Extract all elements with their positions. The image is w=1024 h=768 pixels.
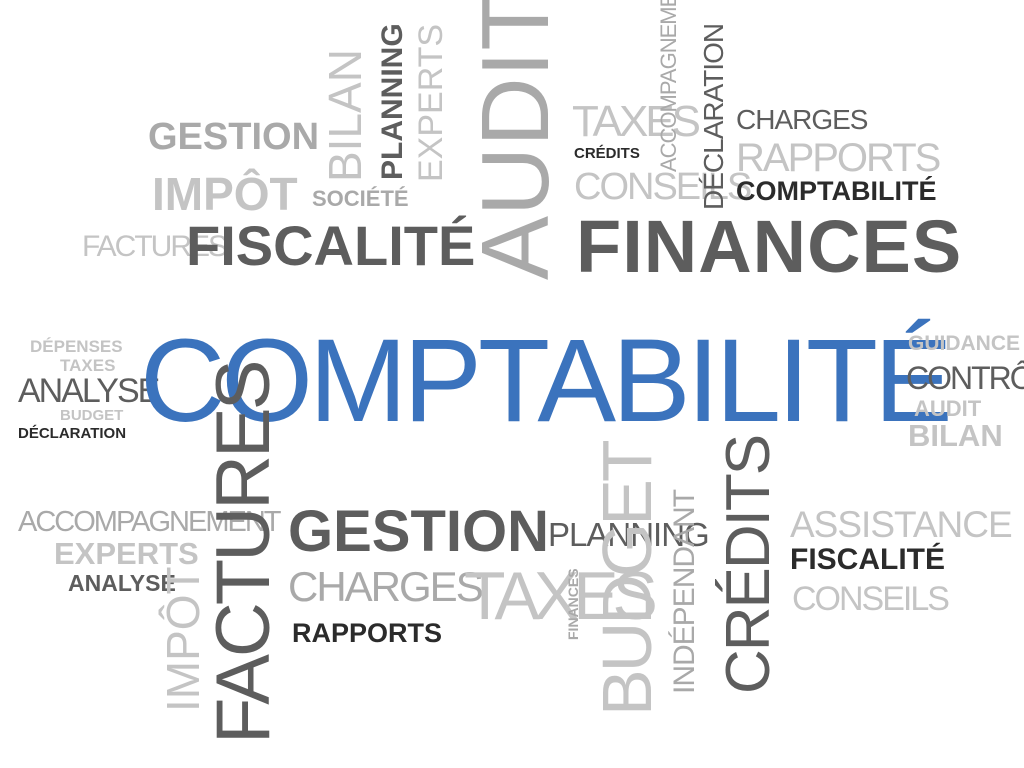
word-factures-top: FACTURES [82, 230, 228, 263]
word-conseils-bottom: CONSEILS [792, 580, 950, 618]
word-rapports-bottom: RAPPORTS [292, 618, 443, 648]
word-planning-bottom: PLANNING [548, 516, 710, 553]
word-guidance: GUIDANCE [908, 332, 1021, 355]
word-planning-top: PLANNING [376, 23, 409, 180]
word-independant: INDÉPENDANT [668, 489, 701, 694]
word-budget-bottom: BUDGET [588, 442, 666, 716]
word-accompagnement-bottom: ACCOMPAGNEMENT [18, 506, 281, 538]
word-budget-left: BUDGET [60, 407, 124, 424]
word-rapports-top: RAPPORTS [736, 136, 941, 180]
word-factures-bottom: FACTURES [201, 362, 286, 744]
word-accompagnement-top: ACCOMPAGNEMENT [656, 0, 681, 172]
word-finances-bottom: FINANCES [565, 568, 581, 640]
word-taxes-bottom: TAXES [464, 558, 658, 634]
word-credits-bottom: CRÉDITS [714, 435, 783, 694]
word-experts-bottom: EXPERTS [54, 536, 199, 571]
word-comptabilite-small: COMPTABILITÉ [736, 176, 937, 206]
word-controle: CONTRÔLE [906, 360, 1024, 396]
word-experts-top: EXPERTS [412, 23, 450, 182]
word-conseils-top: CONSEILS [574, 166, 752, 208]
word-bilan-top: BILAN [319, 49, 371, 182]
word-declaration-top: DÉCLARATION [698, 23, 729, 210]
word-depenses: DÉPENSES [30, 337, 123, 356]
word-declaration-left: DÉCLARATION [18, 425, 127, 442]
word-bilan-right: BILAN [908, 418, 1003, 453]
word-fiscalite-top: FISCALITÉ [186, 214, 476, 277]
word-impot-top: IMPÔT [152, 168, 298, 220]
word-taxes-left: TAXES [60, 356, 116, 375]
word-gestion-bottom: GESTION [288, 499, 550, 564]
word-impot-bottom: IMPÔT [157, 566, 209, 712]
word-assistance: ASSISTANCE [790, 504, 1013, 545]
word-comptabilite-main: COMPTABILITÉ [140, 315, 953, 447]
word-analyse-bottom: ANALYSE [68, 570, 176, 596]
word-gestion-top: GESTION [148, 116, 320, 158]
word-finances-top: FINANCES [576, 205, 963, 288]
word-audit-top: AUDIT [462, 0, 569, 280]
word-audit-right: AUDIT [914, 396, 982, 421]
word-analyse-left: ANALYSE [18, 372, 160, 410]
word-charges-top: CHARGES [736, 104, 868, 135]
word-societe: SOCIÉTÉ [312, 186, 409, 211]
word-credits-top: CRÉDITS [574, 145, 640, 162]
word-taxes-top: TAXES [572, 97, 701, 146]
word-charges-bottom: CHARGES [288, 563, 484, 610]
word-fiscalite-bottom: FISCALITÉ [790, 543, 945, 576]
